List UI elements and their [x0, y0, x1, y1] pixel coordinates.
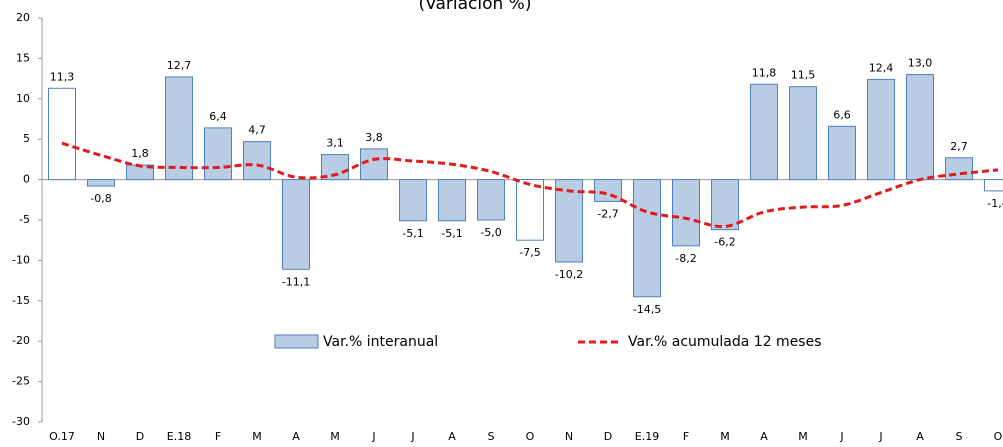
data-label: 3,8 — [365, 131, 383, 144]
data-label: 6,4 — [209, 110, 227, 123]
x-tick-label: D — [604, 430, 612, 443]
data-label: -11,1 — [282, 275, 310, 288]
y-tick-label: -25 — [12, 375, 30, 388]
chart-title: (Variación %) — [419, 0, 532, 14]
x-tick-label: J — [371, 430, 375, 443]
data-label: -2,7 — [597, 207, 618, 220]
bar — [48, 87, 76, 181]
bar — [87, 179, 115, 187]
bar — [204, 127, 232, 181]
data-label: 6,6 — [833, 108, 851, 121]
x-tick-label: A — [760, 430, 768, 443]
bar — [555, 179, 583, 263]
x-tick-label: O — [526, 430, 535, 443]
bar — [243, 141, 271, 181]
legend-label: Var.% acumulada 12 meses — [628, 334, 822, 350]
data-label: -5,1 — [441, 227, 462, 240]
x-tick-label: M — [252, 430, 262, 443]
bar — [399, 179, 427, 222]
data-label: 11,5 — [791, 69, 816, 82]
x-tick-label: M — [798, 430, 808, 443]
data-label: 11,3 — [50, 70, 75, 83]
x-tick-label: O — [994, 430, 1003, 443]
data-label: 12,7 — [167, 59, 192, 72]
data-label: -8,2 — [675, 252, 696, 265]
data-label: -1,4 — [987, 197, 1003, 210]
bar — [906, 74, 934, 181]
y-tick-label: 5 — [23, 132, 30, 145]
bar — [633, 179, 661, 298]
x-tick-label: D — [136, 430, 144, 443]
x-tick-label: O.17 — [49, 430, 75, 443]
line — [61, 141, 999, 229]
y-tick-label: -30 — [12, 415, 30, 428]
y-tick-label: -5 — [19, 213, 30, 226]
y-tick-label: -15 — [12, 294, 30, 307]
x-tick-label: N — [97, 430, 105, 443]
bar — [438, 179, 466, 222]
data-label: 1,8 — [131, 147, 149, 160]
bar — [516, 179, 544, 241]
x-tick-label: A — [448, 430, 456, 443]
y-tick-label: -10 — [12, 253, 30, 266]
data-label: 4,7 — [248, 124, 266, 137]
data-label: -14,5 — [633, 303, 661, 316]
data-label: -0,8 — [90, 192, 111, 205]
bar — [750, 83, 778, 181]
bar — [477, 179, 505, 221]
x-tick-label: J — [410, 430, 414, 443]
x-tick-label: S — [488, 430, 495, 443]
x-tick-label: A — [916, 430, 924, 443]
bar — [594, 179, 622, 202]
data-label: 13,0 — [908, 57, 933, 70]
data-label: -7,5 — [519, 246, 540, 259]
bar — [711, 179, 739, 231]
data-label: -5,0 — [480, 226, 501, 239]
bar — [360, 148, 388, 181]
y-tick-label: 15 — [16, 51, 30, 64]
y-tick-label: 20 — [16, 11, 30, 24]
x-tick-label: E.19 — [635, 430, 659, 443]
bar — [672, 179, 700, 247]
bar — [789, 86, 817, 181]
bar — [984, 179, 1003, 192]
data-label: -5,1 — [402, 227, 423, 240]
bar — [165, 76, 193, 181]
y-tick-label: 0 — [23, 173, 30, 186]
x-tick-label: F — [215, 430, 221, 443]
x-tick-label: J — [878, 430, 882, 443]
data-label: -10,2 — [555, 268, 583, 281]
data-label: -6,2 — [714, 236, 735, 249]
x-tick-label: A — [292, 430, 300, 443]
legend-swatch — [274, 334, 319, 349]
data-label: 2,7 — [950, 140, 968, 153]
x-tick-label: E.18 — [167, 430, 191, 443]
data-label: 3,1 — [326, 137, 344, 150]
bar — [828, 125, 856, 181]
x-tick-label: S — [956, 430, 963, 443]
y-tick-label: -20 — [12, 334, 30, 347]
bar — [282, 179, 310, 270]
x-tick-label: M — [720, 430, 730, 443]
x-tick-label: F — [683, 430, 689, 443]
x-tick-label: M — [330, 430, 340, 443]
y-tick-label: 10 — [16, 92, 30, 105]
legend-label: Var.% interanual — [323, 334, 438, 350]
x-tick-label: J — [839, 430, 843, 443]
bar — [867, 78, 895, 181]
data-label: 12,4 — [869, 61, 894, 74]
x-tick-label: N — [565, 430, 573, 443]
data-label: 11,8 — [752, 66, 777, 79]
